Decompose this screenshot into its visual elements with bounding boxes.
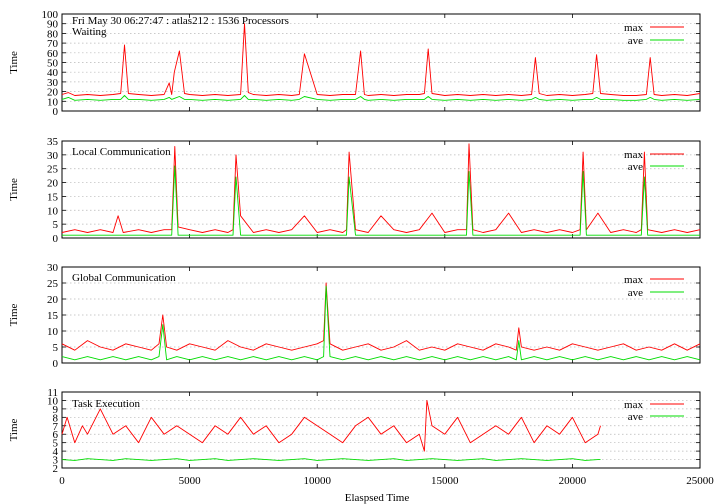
- y-tick-label: 8: [53, 412, 59, 424]
- y-tick-label: 35: [47, 136, 59, 148]
- y-tick-label: 6: [53, 429, 59, 441]
- legend-label-ave: ave: [628, 287, 643, 299]
- y-tick-label: 10: [47, 395, 59, 407]
- plot-frame: [61, 140, 701, 239]
- y-tick-label: 30: [47, 150, 59, 162]
- y-tick-label: 20: [47, 294, 59, 306]
- gridlines: [62, 154, 700, 225]
- legend-label-ave: ave: [628, 35, 643, 47]
- legend-label-max: max: [624, 274, 643, 286]
- y-tick-label: 2: [53, 463, 59, 475]
- panel-title: Local Communication: [72, 146, 171, 158]
- legend-label-max: max: [624, 149, 643, 161]
- x-axis-title: Elaspsed Time: [345, 492, 410, 504]
- legend: max ave: [624, 22, 684, 47]
- y-axis-title: Time: [8, 51, 20, 74]
- y-tick-label: 30: [47, 262, 59, 274]
- x-axis-ticks: 0 5000 10000 15000 20000 25000: [59, 475, 714, 487]
- panel-title: Global Communication: [72, 272, 176, 284]
- plot-frame: [61, 391, 701, 469]
- y-axis-title: Time: [8, 418, 20, 441]
- y-tick-label: 30: [47, 77, 59, 89]
- y-tick-label: 80: [47, 28, 59, 40]
- y-tick-label: 7: [53, 421, 59, 433]
- run-header: Fri May 30 06:27:47 : atlas212 : 1536 Pr…: [72, 15, 289, 27]
- y-tick-label: 3: [53, 455, 59, 467]
- legend-label-ave: ave: [628, 411, 643, 423]
- y-tick-label: 70: [47, 38, 59, 50]
- y-tick-label: 11: [47, 387, 58, 399]
- y-tick-label: 5: [53, 342, 59, 354]
- x-tick-label: 10000: [303, 475, 331, 487]
- gridlines: [62, 400, 700, 460]
- y-tick-label: 15: [47, 310, 59, 322]
- plot-frame: [61, 13, 701, 112]
- y-tick-label: 5: [53, 219, 59, 231]
- y-axis-ticks: 0 5 10 15 20 25 30: [47, 262, 701, 370]
- legend: max ave: [624, 149, 684, 173]
- y-tick-label: 90: [47, 19, 59, 31]
- gridlines: [62, 23, 700, 102]
- panel-title: Task Execution: [72, 398, 140, 410]
- y-tick-label: 20: [47, 178, 59, 190]
- y-tick-label: 10: [47, 96, 59, 108]
- y-tick-label: 0: [53, 106, 59, 118]
- series-lines: [61, 23, 701, 101]
- y-tick-label: 4: [53, 446, 59, 458]
- series-lines: [61, 282, 701, 361]
- y-tick-label: 25: [47, 164, 59, 176]
- series-line-max: [61, 282, 701, 351]
- y-tick-label: 10: [47, 205, 59, 217]
- y-axis-title: Time: [8, 178, 20, 201]
- y-tick-label: 5: [53, 438, 59, 450]
- panel-global-communication: 0 5 10 15 20 25 30 Time Global Communication m…: [8, 262, 701, 370]
- y-tick-label: 20: [47, 87, 59, 99]
- y-tick-label: 15: [47, 191, 59, 203]
- series-line-ave: [61, 95, 701, 101]
- y-tick-label: 100: [42, 9, 59, 21]
- y-tick-label: 10: [47, 326, 59, 338]
- y-tick-label: 0: [53, 233, 59, 245]
- series-line-max: [61, 399, 601, 452]
- y-axis-title: Time: [8, 303, 20, 326]
- x-tick-label: 5000: [179, 475, 202, 487]
- series-line-ave: [61, 285, 701, 361]
- series-line-ave: [62, 165, 700, 236]
- y-tick-label: 9: [53, 404, 59, 416]
- gridlines: [62, 282, 700, 348]
- x-tick-label: 25000: [686, 475, 714, 487]
- x-tick-label: 0: [59, 475, 65, 487]
- y-tick-label: 60: [47, 48, 59, 60]
- series-line-max: [61, 23, 701, 96]
- series-line-max: [61, 143, 701, 233]
- legend-label-max: max: [624, 22, 643, 34]
- legend: max ave: [624, 274, 684, 299]
- legend: max ave: [624, 399, 684, 423]
- series-lines: [61, 143, 701, 236]
- y-tick-label: 25: [47, 278, 59, 290]
- x-tick-label: 15000: [431, 475, 459, 487]
- y-tick-label: 50: [47, 58, 59, 70]
- series-lines: [61, 399, 601, 461]
- y-tick-label: 0: [53, 358, 59, 370]
- legend-label-max: max: [624, 399, 643, 411]
- y-tick-label: 40: [47, 67, 59, 79]
- panel-title: Waiting: [72, 26, 107, 38]
- legend-label-ave: ave: [628, 161, 643, 173]
- series-line-ave: [61, 458, 601, 461]
- x-tick-label: 20000: [559, 475, 587, 487]
